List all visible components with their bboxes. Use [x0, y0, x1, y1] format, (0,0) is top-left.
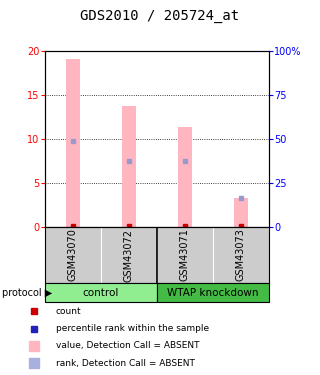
Text: WTAP knockdown: WTAP knockdown [167, 288, 259, 297]
Text: value, Detection Call = ABSENT: value, Detection Call = ABSENT [56, 341, 199, 350]
Bar [157, 283, 269, 302]
Bar [45, 283, 157, 302]
Text: GSM43070: GSM43070 [68, 228, 78, 281]
Text: rank, Detection Call = ABSENT: rank, Detection Call = ABSENT [56, 359, 194, 368]
Text: GSM43073: GSM43073 [236, 228, 246, 281]
Text: GSM43071: GSM43071 [180, 228, 190, 281]
Bar [234, 198, 248, 227]
Bar [66, 59, 80, 227]
Text: control: control [83, 288, 119, 297]
Text: GDS2010 / 205724_at: GDS2010 / 205724_at [80, 9, 240, 23]
Text: GSM43072: GSM43072 [124, 228, 134, 282]
Text: percentile rank within the sample: percentile rank within the sample [56, 324, 209, 333]
Text: protocol ▶: protocol ▶ [2, 288, 52, 298]
Text: count: count [56, 307, 81, 316]
Bar [178, 127, 192, 227]
Bar [122, 106, 136, 227]
